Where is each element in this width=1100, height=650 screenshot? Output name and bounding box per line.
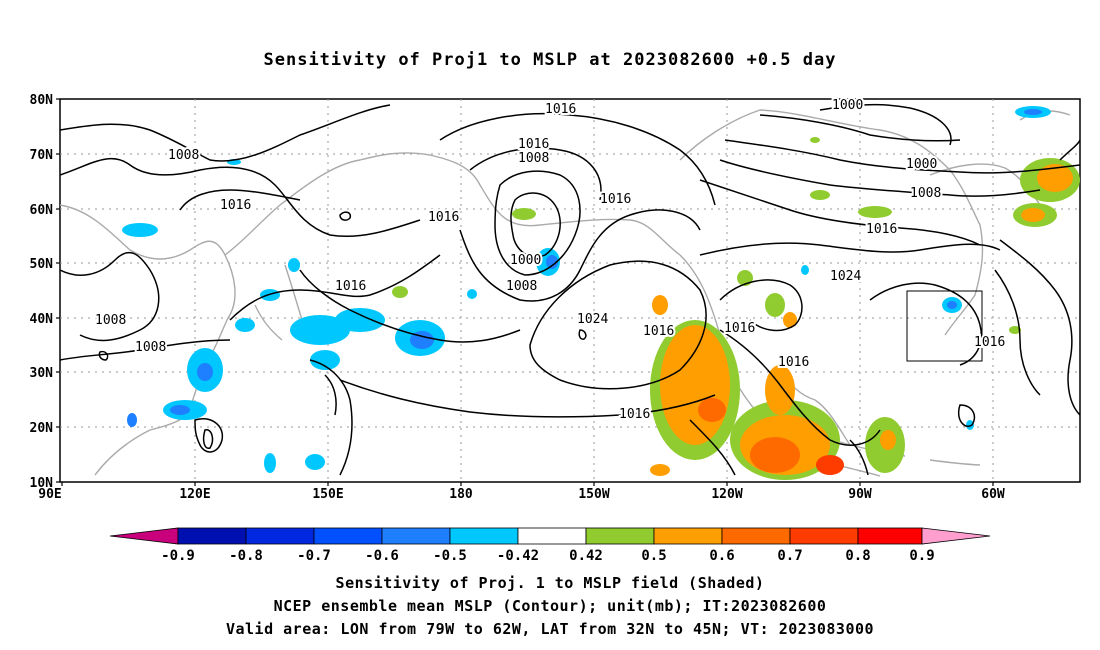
lat-label: 40N [30,312,54,327]
contour-label: 1016 [724,321,755,336]
contour-label: 1016 [643,324,674,339]
longitude-labels: 90E 120E 150E 180 150W 120W 90W 60W [38,487,1005,502]
colorbar-label: 0.8 [845,548,870,564]
lat-label: 70N [30,148,54,163]
colorbar-label: -0.7 [297,548,331,564]
colorbar-segment [517,527,587,545]
lat-label: 10N [30,476,54,491]
lon-label: 60W [981,487,1005,502]
colorbar: -0.9 -0.8 -0.7 -0.6 -0.5 -0.42 0.42 0.5 … [109,527,991,564]
lat-label: 30N [30,366,54,381]
lon-label: 180 [449,487,473,502]
lon-label: 90E [38,487,61,502]
caption-valid-area: Valid area: LON from 79W to 62W, LAT fro… [225,620,875,638]
colorbar-label: -0.9 [161,548,195,564]
colorbar-labels: -0.9 -0.8 -0.7 -0.6 -0.5 -0.42 0.42 0.5 … [161,548,935,564]
colorbar-segment [177,527,247,545]
sensitivity-map: 1016 1000 1016 1008 1008 1016 1016 1000 … [30,93,1081,564]
contour-label: 1008 [95,313,126,328]
colorbar-label: 0.6 [709,548,734,564]
contour-label: 1016 [335,279,366,294]
colorbar-label: -0.5 [433,548,467,564]
lat-label: 80N [30,93,54,108]
colorbar-segment [721,527,791,545]
colorbar-label: 0.7 [777,548,802,564]
lon-label: 90W [848,487,872,502]
contour-label: 1008 [135,340,166,355]
contour-label: 1016 [619,407,650,422]
contour-label: 1000 [510,253,541,268]
colorbar-segment [653,527,723,545]
axis-ticks [56,98,994,486]
valid-area-box [906,290,983,362]
colorbar-label: 0.9 [909,548,934,564]
lat-label: 60N [30,203,54,218]
sensitivity-shading [122,106,1080,480]
contour-label: 1008 [506,279,537,294]
contour-label: 1000 [906,157,937,172]
contour-label: 1016 [866,222,897,237]
lon-label: 150E [312,487,343,502]
lon-label: 150W [578,487,609,502]
contour-label: 1016 [600,192,631,207]
contour-label: 1016 [974,335,1005,350]
contour-label: 1008 [910,186,941,201]
contour-label: 1024 [577,312,608,327]
colorbar-segment [449,527,519,545]
colorbar-right-arrow [921,527,991,545]
lon-label: 120W [711,487,742,502]
contour-label: 1000 [832,98,863,113]
colorbar-label: -0.6 [365,548,399,564]
map-title: Sensitivity of Proj1 to MSLP at 20230826… [263,50,837,70]
lat-label: 50N [30,257,54,272]
mslp-contours [60,103,1080,476]
lat-label: 20N [30,421,54,436]
colorbar-segment [313,527,383,545]
lon-label: 120E [179,487,210,502]
colorbar-segment [245,527,315,545]
latitude-labels: 80N 70N 60N 50N 40N 30N 20N 10N [30,93,54,491]
contour-label: 1016 [545,102,576,117]
colorbar-label: -0.8 [229,548,263,564]
colorbar-segment [857,527,923,545]
colorbar-label: 0.42 [569,548,603,564]
colorbar-label: -0.42 [497,548,539,564]
colorbar-left-arrow [109,527,179,545]
contour-label: 1016 [220,198,251,213]
contour-label: 1016 [518,137,549,152]
contour-label: 1016 [428,210,459,225]
caption-shaded: Sensitivity of Proj. 1 to MSLP field (Sh… [335,574,765,592]
contour-label: 1008 [518,151,549,166]
contour-label: 1008 [168,148,199,163]
caption-contour: NCEP ensemble mean MSLP (Contour); unit(… [273,597,827,615]
colorbar-label: 0.5 [641,548,666,564]
colorbar-segment [789,527,859,545]
colorbar-segment [381,527,451,545]
contour-label: 1024 [830,269,861,284]
contour-label: 1016 [778,355,809,370]
colorbar-segment [585,527,655,545]
contour-labels: 1016 1000 1016 1008 1008 1016 1016 1000 … [93,96,1007,424]
